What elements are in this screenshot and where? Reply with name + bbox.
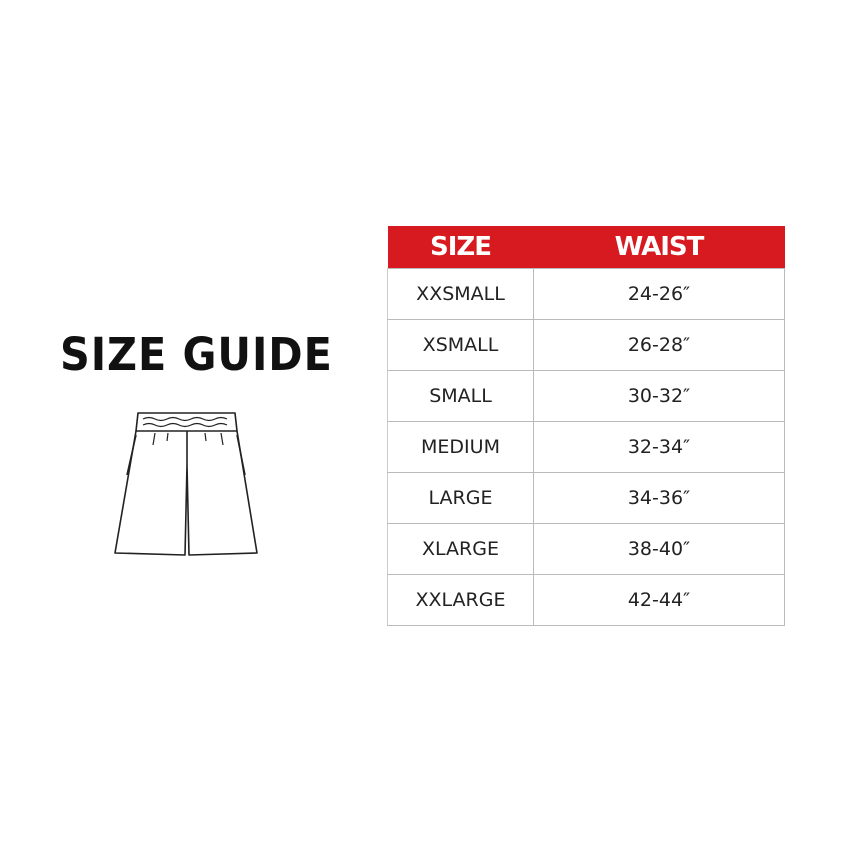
shorts-icon [114,412,258,556]
table-row: SMALL 30-32″ [387,370,785,422]
size-table: SIZE WAIST XXSMALL 24-26″ XSMALL 26-28″ SMAL… [387,226,785,626]
table-header-row: SIZE WAIST [387,226,785,269]
size-cell: XSMALL [387,319,534,371]
table-row: XSMALL 26-28″ [387,319,785,371]
size-cell: XLARGE [387,523,534,575]
page-title: SIZE GUIDE [60,328,333,381]
table-row: XXSMALL 24-26″ [387,268,785,320]
size-cell: SMALL [387,370,534,422]
table-row: XLARGE 38-40″ [387,523,785,575]
size-cell: XXSMALL [387,268,534,320]
table-row: XXLARGE 42-44″ [387,574,785,626]
table-row: LARGE 34-36″ [387,472,785,524]
waist-cell: 30-32″ [533,370,785,422]
waist-cell: 32-34″ [533,421,785,473]
header-size: SIZE [387,226,534,269]
waist-cell: 24-26″ [533,268,785,320]
table-row: MEDIUM 32-34″ [387,421,785,473]
waist-cell: 26-28″ [533,319,785,371]
size-cell: XXLARGE [387,574,534,626]
waist-cell: 42-44″ [533,574,785,626]
waist-cell: 34-36″ [533,472,785,524]
waist-cell: 38-40″ [533,523,785,575]
header-waist: WAIST [533,226,785,269]
size-cell: LARGE [387,472,534,524]
size-cell: MEDIUM [387,421,534,473]
